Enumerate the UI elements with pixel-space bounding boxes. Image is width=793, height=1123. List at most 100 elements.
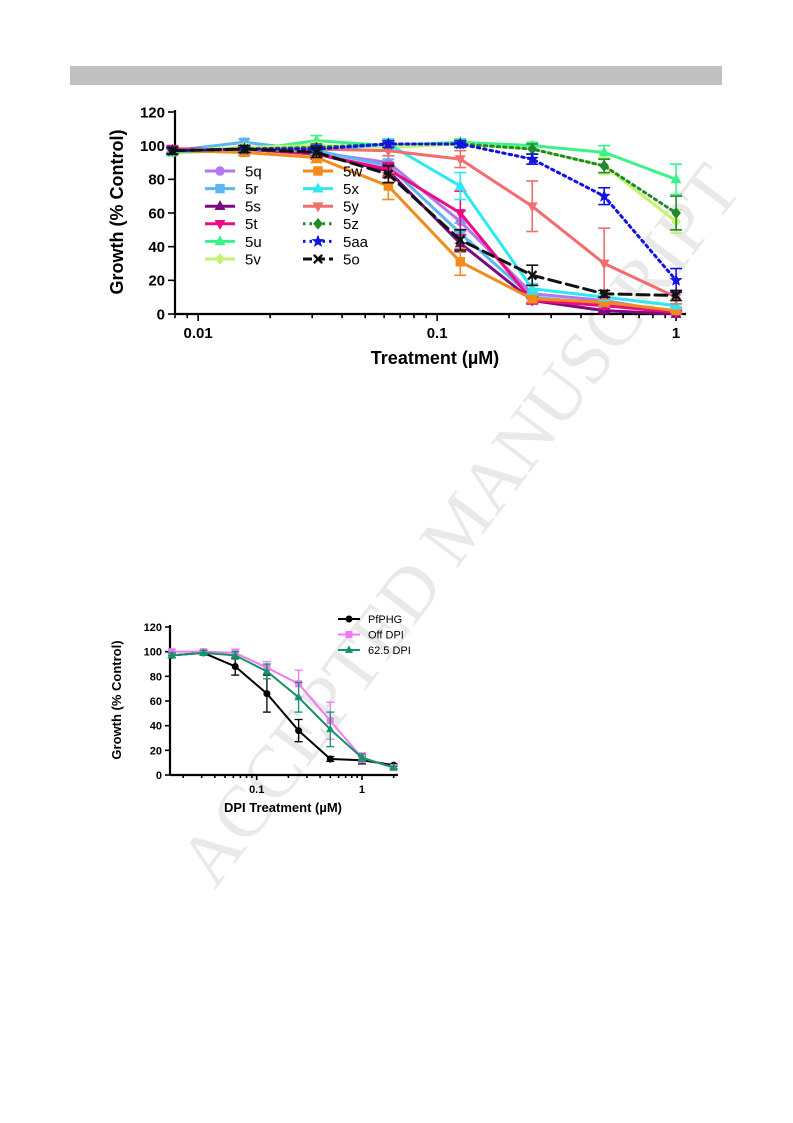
chart1-legend-label: 5s [245,199,261,216]
chart2-x-axis-title: DPI Treatment (µM) [224,800,342,815]
chart1-y-tick-label: 20 [148,273,165,290]
chart1-legend-label: 5t [245,216,258,233]
chart1-x-tick-label: 0.01 [184,325,213,342]
chart2-x-tick-label: 0.1 [249,784,264,796]
chart1-point-5u [670,173,682,184]
chart2-y-tick-label: 100 [144,647,162,659]
chart1-legend-marker [311,234,325,247]
header-bar [70,66,722,85]
chart1-point-5y [526,202,538,213]
chart1-point-5o [311,147,322,158]
chart1-legend-marker [313,217,323,230]
chart2-y-tick-label: 120 [144,622,162,634]
chart1-line-5w [170,149,678,313]
chart2-legend-marker [345,615,353,623]
chart2-x-tick-label: 1 [359,784,365,796]
chart1-legend-label: 5r [245,181,258,198]
chart2-point-62.5 DPI [231,650,240,659]
chart1-point-5y [454,155,466,166]
chart1-point-5o [239,143,250,155]
chart1-legend-marker [313,166,323,176]
chart1-legend-label: 5v [245,251,261,268]
chart1-point-5x [526,282,538,293]
chart1-legend-label: 5q [245,163,262,180]
chart2-point-62.5 DPI [389,762,398,771]
chart1-point-5x [670,299,682,310]
chart2-legend-marker [344,645,354,653]
chart1-point-5z [599,160,610,172]
chart2-y-tick-label: 0 [156,770,162,782]
chart2-series-PfPHG [167,649,398,769]
chart1-legend-marker [214,235,226,246]
chart2-series-62.5 DPI [167,648,398,771]
chart1-legend-marker [215,253,225,265]
chart1-y-tick-label: 100 [140,138,165,155]
chart2-point-PfPHG [231,662,239,670]
chart1-line-5o [170,147,678,297]
chart2-point-62.5 DPI [262,666,272,675]
chart1-legend-label: 5z [343,216,359,233]
chart2-line-PfPHG [170,651,395,767]
chart1-legend-label: 5y [343,199,359,216]
chart1-y-tick-label: 60 [148,205,165,222]
chart1-x-tick-label: 1 [672,325,680,342]
chart2-point-62.5 DPI [294,692,303,701]
chart2-point-PfPHG [295,727,303,735]
chart1-point-5aa [525,152,539,165]
chart1-point-5aa [381,137,395,150]
chart2-point-PfPHG [263,690,271,698]
chart2-y-tick-label: 40 [150,721,162,733]
chart2-series-Off DPI [167,648,398,772]
chart1-point-5aa [453,137,467,150]
chart1-point-5o [167,145,178,156]
chart1-legend-marker [312,182,324,193]
chart1-point-5o [455,234,466,245]
chart1-legend-marker [215,166,225,176]
chart1-x-axis-title: Treatment (µM) [371,348,499,368]
chart2-y-axis-title: Growth (% Control) [109,640,124,759]
chart1-point-5w [455,257,465,267]
chart2-legend-label: PfPHG [368,614,402,626]
chart1-point-5o [527,270,538,281]
chart2-y-tick-label: 20 [150,745,162,757]
chart2-legend-label: Off DPI [368,629,404,641]
chart1-point-5aa [597,189,611,202]
chart1-legend-label: 5w [343,163,362,180]
chart1-point-5z [671,207,681,219]
chart1-y-tick-label: 80 [148,172,165,189]
chart2-point-62.5 DPI [167,650,176,659]
chart2-point-PfPHG [326,755,334,763]
chart1-legend-marker [214,200,226,211]
chart1-point-5o [599,288,610,299]
chart2-y-tick-label: 80 [150,671,162,683]
chart1-legend-marker [215,183,225,194]
chart2-point-62.5 DPI [199,648,208,656]
chart1-legend-marker [214,219,226,230]
chart2-legend: PfPHG Off DPI 62.5 DPI [338,614,411,657]
chart1-point-5aa [669,273,683,286]
chart2-legend-marker [345,631,353,638]
chart2-legend-label: 62.5 DPI [368,645,411,657]
chart1-y-tick-label: 120 [140,104,165,121]
chart1-legend-label: 5aa [343,234,369,251]
chart1-point-5u [598,146,610,157]
chart2-point-62.5 DPI [357,753,367,761]
chart1-legend-marker [312,202,324,213]
chart1-x-tick-label: 0.1 [427,325,448,342]
chart1-point-5o [383,169,394,180]
chart1-point-5y [598,259,610,270]
chart1-legend-label: 5u [245,234,262,251]
chart2-point-62.5 DPI [326,724,335,733]
chart1-legend-marker [312,253,324,265]
chart2-y-tick-label: 60 [150,696,162,708]
chart1-point-5w [527,294,537,304]
chart1-point-5x [454,179,466,190]
chart1-point-5t [454,209,466,220]
chart2-line-Off DPI [170,650,395,769]
chart1-y-tick-label: 40 [148,239,165,256]
chart1-series-5o [166,143,683,302]
chart1-y-tick-label: 0 [157,306,165,323]
